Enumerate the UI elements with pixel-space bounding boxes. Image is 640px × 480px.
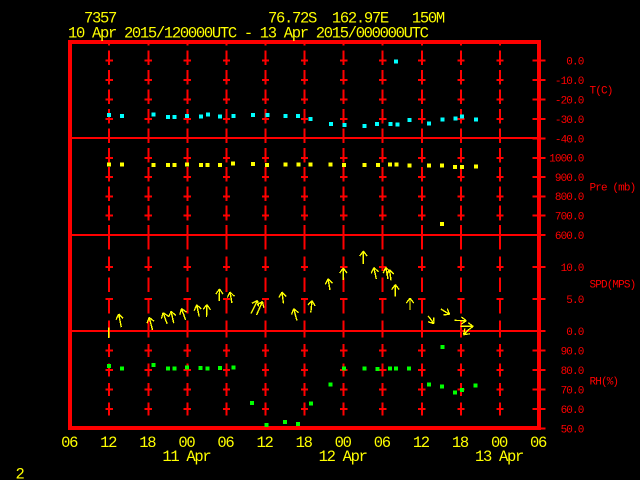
svg-text:-20.0: -20.0 xyxy=(555,95,584,107)
svg-text:2: 2 xyxy=(16,466,25,480)
svg-text:06: 06 xyxy=(530,434,547,452)
svg-text:80.0: 80.0 xyxy=(561,366,584,378)
svg-text:1000.0: 1000.0 xyxy=(549,154,584,166)
svg-text:18: 18 xyxy=(139,434,156,452)
svg-text:Pre (mb): Pre (mb) xyxy=(590,183,636,195)
svg-text:60.0: 60.0 xyxy=(561,405,584,417)
svg-text:06: 06 xyxy=(61,434,78,452)
svg-text:SPD(MPS): SPD(MPS) xyxy=(590,279,636,291)
svg-text:06: 06 xyxy=(374,434,391,452)
svg-text:-40.0: -40.0 xyxy=(555,134,584,146)
svg-text:700.0: 700.0 xyxy=(555,212,584,224)
svg-text:12: 12 xyxy=(413,434,430,452)
svg-text:00: 00 xyxy=(335,434,352,452)
svg-text:10.0: 10.0 xyxy=(561,263,584,275)
svg-text:800.0: 800.0 xyxy=(555,192,584,204)
svg-text:600.0: 600.0 xyxy=(555,231,584,243)
svg-text:18: 18 xyxy=(296,434,313,452)
svg-text:00: 00 xyxy=(178,434,195,452)
svg-text:90.0: 90.0 xyxy=(561,346,584,358)
svg-text:13 Apr: 13 Apr xyxy=(475,448,523,466)
svg-text:11 Apr: 11 Apr xyxy=(162,448,210,466)
svg-text:900.0: 900.0 xyxy=(555,173,584,185)
svg-text:-30.0: -30.0 xyxy=(555,115,584,127)
svg-text:12: 12 xyxy=(100,434,117,452)
svg-text:5.0: 5.0 xyxy=(566,295,583,307)
svg-text:06: 06 xyxy=(217,434,234,452)
svg-text:50.0: 50.0 xyxy=(561,424,584,436)
svg-text:70.0: 70.0 xyxy=(561,385,584,397)
svg-text:RH(%): RH(%) xyxy=(590,376,619,388)
svg-text:12: 12 xyxy=(257,434,274,452)
svg-text:00: 00 xyxy=(491,434,508,452)
svg-text:0.0: 0.0 xyxy=(566,56,583,68)
svg-text:7357: 7357 xyxy=(84,10,117,28)
svg-text:T(C): T(C) xyxy=(590,86,613,98)
svg-text:10 Apr 2015/120000UTC - 13 Apr: 10 Apr 2015/120000UTC - 13 Apr 2015/0000… xyxy=(68,25,429,43)
svg-text:18: 18 xyxy=(452,434,469,452)
svg-text:12 Apr: 12 Apr xyxy=(319,448,367,466)
svg-text:-10.0: -10.0 xyxy=(555,76,584,88)
svg-text:0.0: 0.0 xyxy=(566,327,583,339)
svg-text:76.72S 162.97E 150M: 76.72S 162.97E 150M xyxy=(268,10,445,28)
